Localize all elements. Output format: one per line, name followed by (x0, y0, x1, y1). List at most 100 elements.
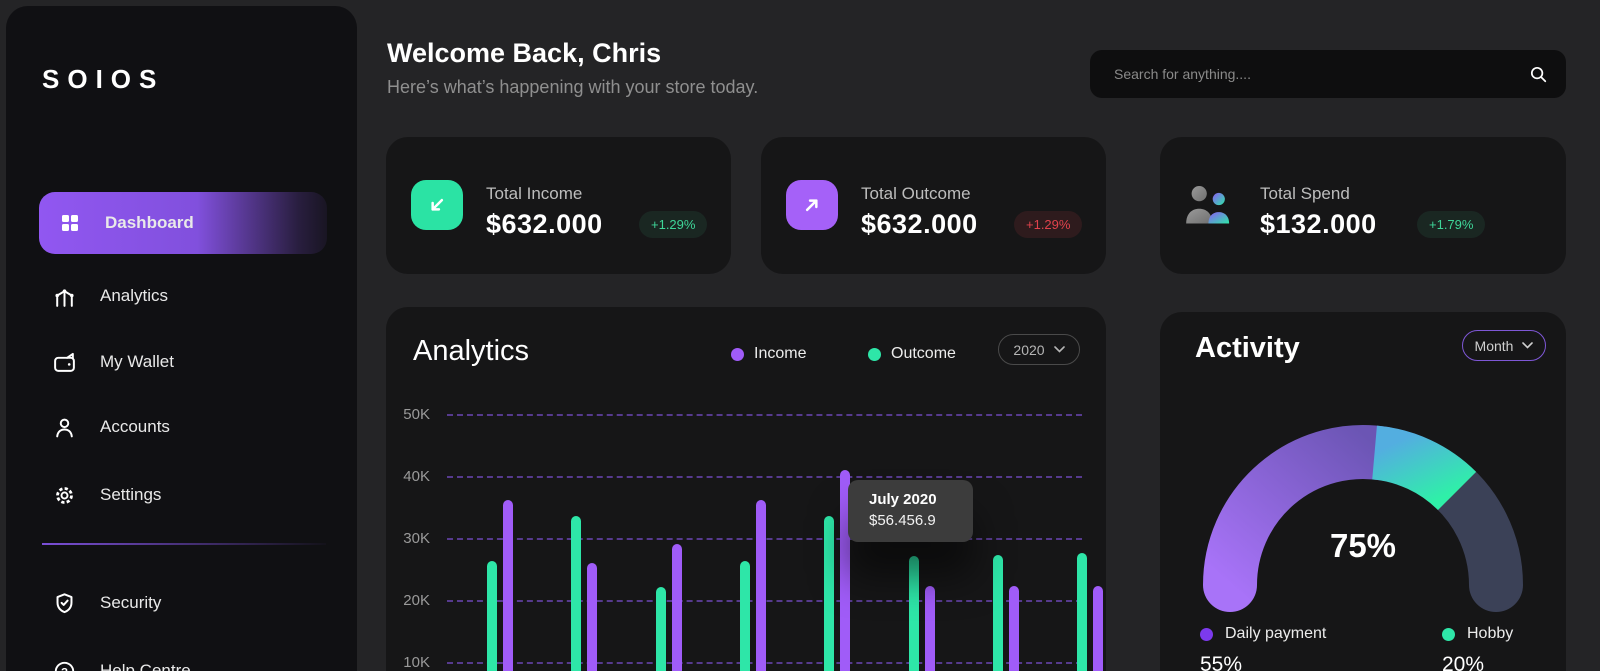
sidebar-item-label: Security (100, 593, 162, 612)
y-axis-tick: 40K (403, 468, 430, 485)
stat-value: $632.000 (861, 209, 978, 239)
bar-outcome[interactable] (824, 516, 834, 671)
bar-income[interactable] (840, 470, 850, 671)
stat-card-total-spend: Total Spend $132.000 +1.79% (1160, 137, 1566, 274)
sidebar-item-label: Analytics (100, 286, 169, 305)
bar-income[interactable] (925, 586, 935, 671)
bar-income[interactable] (587, 563, 597, 671)
bar-outcome[interactable] (909, 556, 919, 671)
search-box (1090, 50, 1566, 98)
analytics-chart-icon (55, 288, 74, 307)
activity-legend-hobby: Hobby 20% (1442, 625, 1513, 671)
tooltip-value: $56.456.9 (869, 512, 936, 529)
sidebar-item-label: Settings (100, 485, 162, 504)
gridline (447, 414, 1082, 416)
y-axis-tick: 10K (403, 654, 430, 671)
gauge-segment (1203, 425, 1411, 612)
search-icon[interactable] (1528, 64, 1566, 84)
sidebar-item-help-centre[interactable]: ? Help Centre (39, 647, 327, 671)
svg-text:?: ? (61, 666, 68, 671)
year-filter-value: 2020 (1013, 341, 1045, 358)
stat-label: Total Income (486, 184, 583, 203)
outcome-dot-icon (868, 347, 881, 361)
stat-change-badge: +1.29% (1014, 211, 1083, 238)
income-iconbox (411, 180, 463, 230)
stat-value: $132.000 (1260, 209, 1377, 239)
year-filter-dropdown[interactable]: 2020 (998, 334, 1080, 365)
wallet-icon (54, 352, 75, 372)
outcome-iconbox (786, 180, 838, 230)
bar-income[interactable] (672, 544, 682, 671)
search-input[interactable] (1090, 66, 1528, 82)
bar-outcome[interactable] (656, 587, 666, 671)
daily-payment-dot-icon (1200, 627, 1213, 641)
activity-gauge (1203, 425, 1523, 612)
stat-card-total-outcome: Total Outcome $632.000 +1.29% (761, 137, 1106, 274)
income-dot-icon (731, 347, 744, 361)
legend-label: Daily payment (1225, 625, 1327, 642)
gauge-segment (1371, 425, 1477, 511)
bar-income[interactable] (1009, 586, 1019, 671)
bar-income[interactable] (756, 500, 766, 671)
legend-label: Hobby (1467, 625, 1514, 642)
sidebar-item-label: Help Centre (100, 661, 191, 671)
bar-outcome[interactable] (1077, 553, 1087, 671)
y-axis-tick: 30K (403, 530, 430, 547)
stat-change-badge: +1.29% (639, 211, 708, 238)
activity-title: Activity (1195, 332, 1300, 364)
users-icon (1186, 185, 1230, 224)
legend-outcome: Outcome (868, 345, 956, 363)
stat-change-badge: +1.79% (1417, 211, 1486, 238)
gauge-total-percent: 75% (1329, 527, 1397, 564)
sidebar-item-label: Dashboard (105, 213, 194, 232)
bar-outcome[interactable] (487, 561, 497, 671)
analytics-panel: Analytics Income Outcome 2020 50K 40K 30K 2… (386, 307, 1106, 671)
gridline (447, 476, 1082, 478)
period-filter-dropdown[interactable]: Month (1462, 330, 1546, 361)
legend-label: Outcome (891, 345, 956, 362)
legend-percent: 55% (1200, 653, 1243, 671)
sidebar-item-label: My Wallet (100, 352, 174, 371)
sidebar-item-label: Accounts (100, 417, 170, 436)
user-icon (56, 418, 73, 437)
bar-chart: 50K 40K 30K 20K 10K (386, 307, 1106, 671)
period-filter-value: Month (1474, 337, 1514, 354)
tooltip-title: July 2020 (869, 491, 937, 508)
activity-panel: Activity Month 75% Daily payment 55% Hob… (1160, 312, 1566, 671)
bar-outcome[interactable] (993, 555, 1003, 671)
bar-income[interactable] (503, 500, 513, 671)
help-circle-icon: ? (54, 661, 75, 671)
page-subtitle: Here’s what’s happening with your store … (387, 77, 759, 97)
y-axis-tick: 50K (403, 406, 430, 423)
shield-check-icon (56, 592, 73, 613)
sidebar-item-accounts[interactable]: Accounts (39, 403, 327, 451)
gridline-row: 30K (386, 530, 1106, 548)
bar-outcome[interactable] (740, 561, 750, 671)
sidebar-item-settings[interactable]: Settings (39, 471, 327, 519)
legend-percent: 20% (1442, 653, 1485, 671)
y-axis-tick: 20K (403, 592, 430, 609)
gear-icon (56, 486, 73, 504)
sidebar-item-security[interactable]: Security (39, 579, 327, 627)
sidebar: SOIOS Dashboard Analytics My Wallet Acco… (6, 6, 357, 671)
bar-outcome[interactable] (571, 516, 581, 671)
stat-value: $632.000 (486, 209, 603, 239)
chevron-down-icon (1053, 346, 1065, 353)
analytics-title: Analytics (413, 335, 530, 367)
dashboard-grid-icon (62, 215, 78, 231)
sidebar-item-my-wallet[interactable]: My Wallet (39, 338, 327, 386)
chevron-down-icon (1522, 342, 1534, 349)
gridline-row: 40K (386, 468, 1106, 486)
stat-label: Total Outcome (861, 184, 971, 203)
gridline-row: 50K (386, 406, 1106, 424)
hobby-dot-icon (1442, 627, 1455, 641)
bar-income[interactable] (1093, 586, 1103, 671)
arrow-up-right-icon (805, 199, 818, 212)
sidebar-divider (42, 543, 326, 545)
arrow-down-left-icon (431, 198, 444, 211)
sidebar-item-analytics[interactable]: Analytics (39, 272, 327, 320)
chart-tooltip: July 2020 $56.456.9 (848, 480, 973, 542)
legend-income: Income (731, 345, 806, 363)
sidebar-item-dashboard[interactable]: Dashboard (39, 192, 327, 254)
app-logo: SOIOS (42, 64, 165, 94)
